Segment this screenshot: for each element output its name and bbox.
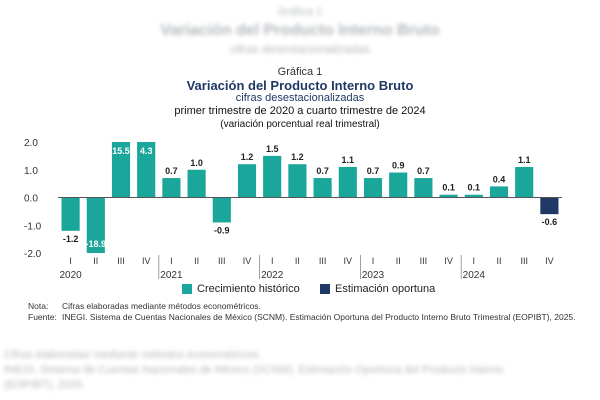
data-label: 0.7	[417, 166, 430, 176]
data-label: -0.9	[214, 225, 230, 235]
data-label: 1.0	[190, 158, 203, 168]
blurred-title: Variación del Producto Interno Bruto	[160, 22, 440, 39]
chart-subtitle-3: (variación porcentual real trimestral)	[220, 119, 380, 130]
data-label: 1.1	[342, 155, 355, 165]
data-label: 1.1	[518, 155, 531, 165]
data-label: 0.7	[367, 166, 380, 176]
bar	[86, 197, 105, 253]
x-tick-label: I	[69, 256, 72, 266]
x-tick-label: II	[396, 256, 401, 266]
y-tick-label: -2.0	[24, 249, 42, 260]
legend-swatch-oportuna	[320, 284, 330, 294]
legend-item-historico: Crecimiento histórico	[182, 283, 300, 295]
bar	[187, 169, 206, 198]
x-tick-label: I	[473, 256, 476, 266]
x-tick-label: IV	[545, 256, 554, 266]
data-label: 0.1	[442, 183, 455, 193]
legend-swatch-historico	[182, 284, 192, 294]
bar	[212, 197, 231, 223]
x-tick-label: I	[271, 256, 274, 266]
bar	[162, 178, 181, 198]
note-key: Nota:	[28, 301, 49, 311]
data-label: 0.9	[392, 161, 405, 171]
bar	[515, 166, 534, 198]
data-label: -1.2	[63, 234, 79, 244]
data-label: 0.4	[493, 174, 506, 184]
year-label: 2024	[463, 270, 486, 281]
x-tick-label: IV	[243, 256, 252, 266]
x-tick-label: I	[170, 256, 173, 266]
source-text: INEGI. Sistema de Cuentas Nacionales de …	[62, 312, 576, 322]
chart-subtitle-1: cifras desestacionalizadas	[235, 92, 365, 104]
x-tick-label: III	[520, 256, 528, 266]
data-label: -18.9	[86, 239, 107, 249]
blurred-subtitle: cifras desestacionalizadas	[229, 42, 371, 56]
chart-number-label: Gráfica 1	[277, 66, 323, 78]
bar	[363, 178, 383, 198]
legend-item-oportuna: Estimación oportuna	[320, 283, 435, 295]
bar	[313, 178, 332, 198]
legend-label-oportuna: Estimación oportuna	[335, 283, 436, 295]
bar	[414, 178, 433, 198]
y-tick-label: 1.0	[24, 166, 38, 177]
data-label: 0.7	[316, 166, 329, 176]
x-tick-label: II	[194, 256, 199, 266]
data-label: 0.1	[468, 183, 481, 193]
year-label: 2020	[59, 270, 82, 281]
data-label: -0.6	[542, 217, 558, 227]
x-tick-label: III	[218, 256, 226, 266]
bar	[288, 164, 307, 198]
x-tick-label: I	[372, 256, 375, 266]
year-label: 2023	[362, 270, 385, 281]
x-tick-label: II	[93, 256, 98, 266]
blurred-label: Gráfica 1	[277, 6, 323, 18]
chart-title: Variación del Producto Interno Bruto	[186, 78, 414, 93]
bar	[263, 155, 282, 198]
x-tick-label: IV	[444, 256, 453, 266]
y-tick-label: 0.0	[24, 194, 38, 205]
year-label: 2021	[160, 270, 183, 281]
bar	[111, 142, 131, 198]
data-label: 4.3	[140, 146, 153, 156]
chart-notes: Nota: Cifras elaboradas mediante métodos…	[28, 301, 588, 323]
legend-label-historico: Crecimiento histórico	[197, 283, 300, 295]
source-row: Fuente: INEGI. Sistema de Cuentas Nacion…	[28, 312, 588, 323]
source-key: Fuente:	[28, 312, 57, 322]
legend: Crecimiento histórico Estimación oportun…	[0, 283, 600, 297]
blurred-note-3: (EOPIBT), 2025.	[4, 379, 86, 391]
bar	[439, 194, 458, 198]
note-text: Cifras elaboradas mediante métodos econo…	[62, 301, 261, 311]
blurred-note-2: INEGI. Sistema de Cuentas Nacionales de …	[4, 364, 504, 376]
bar	[540, 197, 559, 215]
data-label: 1.2	[241, 152, 254, 162]
year-label: 2022	[261, 270, 284, 281]
bar	[137, 142, 156, 198]
x-tick-label: II	[295, 256, 300, 266]
bar	[389, 172, 408, 198]
y-tick-label: -1.0	[24, 221, 42, 232]
bar	[464, 194, 483, 198]
x-tick-label: II	[496, 256, 501, 266]
chart-subtitle-2: primer trimestre de 2020 a cuarto trimes…	[174, 105, 426, 117]
x-tick-label: IV	[344, 256, 353, 266]
bar	[237, 164, 257, 198]
data-label: 1.5	[266, 144, 279, 154]
bar	[338, 166, 357, 198]
bar	[61, 197, 80, 231]
blurred-note-1: Cifras elaboradas mediante métodos econo…	[4, 349, 262, 361]
data-label: 0.7	[165, 166, 178, 176]
y-tick-label: 2.0	[24, 138, 38, 149]
chart-header: Gráfica 1 Variación del Producto Interno…	[0, 66, 600, 131]
x-tick-label: III	[319, 256, 327, 266]
x-tick-label: III	[117, 256, 125, 266]
data-label: 1.2	[291, 152, 304, 162]
note-row: Nota: Cifras elaboradas mediante métodos…	[28, 301, 588, 312]
data-label: 15.5	[112, 146, 130, 156]
x-tick-label: III	[420, 256, 428, 266]
x-tick-label: IV	[142, 256, 151, 266]
bar	[489, 186, 509, 198]
